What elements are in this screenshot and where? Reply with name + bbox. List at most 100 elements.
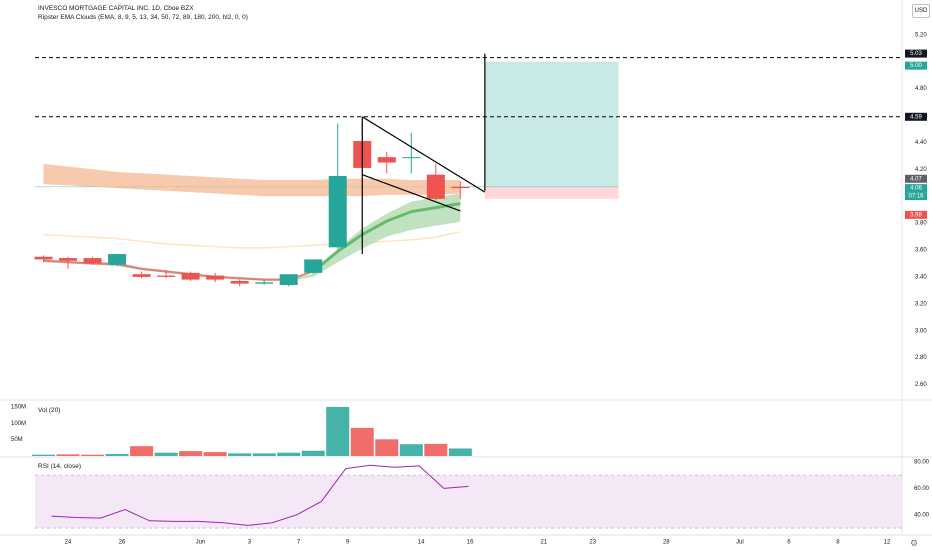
rsi-axis-tick: 40.00: [914, 512, 930, 518]
volume-axis-tick: 100M: [11, 421, 26, 427]
rsi-line: [51, 464, 469, 526]
volume-bar: [154, 452, 178, 456]
price-label: 4.06: [905, 184, 927, 193]
candle-body: [304, 259, 323, 273]
time-axis-tick: 9: [346, 540, 350, 546]
price-label: 5.03: [905, 49, 927, 58]
time-axis-tick: Jul: [736, 540, 744, 546]
currency-badge[interactable]: USD: [912, 4, 930, 18]
rsi-axis-tick: 60.00: [914, 486, 930, 492]
volume-bar: [203, 452, 227, 456]
volume-bar: [56, 454, 80, 456]
ema-mid-cloud: [43, 231, 461, 249]
candle-body: [157, 275, 176, 277]
stop-zone: [484, 186, 619, 199]
price-label-bg: [905, 61, 927, 70]
volume-bar: [81, 454, 105, 456]
rsi-indicator-label[interactable]: RSI (14, close): [38, 463, 81, 470]
time-axis-tick: 21: [540, 540, 547, 546]
price-label-bg: [905, 210, 927, 219]
volume-bar: [228, 453, 252, 456]
price-axis-tick: 2.60: [915, 382, 927, 388]
candle-body: [451, 186, 470, 189]
volume-bar: [424, 443, 448, 456]
price-axis-tick: 4.20: [915, 167, 927, 173]
ema-fast-cloud: [43, 193, 461, 281]
candle-body: [230, 280, 249, 284]
ema-fast-line-rising: [312, 202, 461, 273]
candle-body: [279, 274, 298, 285]
price-axis-tick: 4.80: [915, 86, 927, 92]
target-zone: [484, 61, 619, 187]
price-axis-tick: 3.00: [915, 328, 927, 334]
volume-indicator-label[interactable]: Vol (20): [38, 407, 61, 414]
wedge-upper-trendline: [361, 116, 486, 193]
candle-body: [255, 282, 274, 284]
candle-body: [83, 258, 102, 264]
price-axis-tick: 3.20: [915, 301, 927, 307]
price-label-bg: [905, 192, 927, 201]
price-axis-tick: 3.40: [915, 274, 927, 280]
price-label: 5.00: [905, 61, 927, 70]
time-axis-tick: 6: [787, 540, 791, 546]
symbol-title[interactable]: INVESCO MORTGAGE CAPITAL INC, 1D, Cboe B…: [38, 5, 194, 12]
candle-body: [426, 174, 445, 199]
rsi-band: [35, 475, 902, 529]
candle-body: [59, 258, 78, 261]
volume-bar: [399, 444, 423, 456]
price-label: 4.07: [905, 174, 927, 183]
price-label-text: 3.98: [910, 212, 922, 218]
volume-bar: [277, 452, 301, 456]
ema-slow-cloud: [43, 163, 461, 197]
price-label-text: 4.07: [910, 176, 922, 182]
candle-body: [34, 256, 53, 260]
price-label-text: 5.00: [910, 63, 922, 69]
time-axis-tick: 7: [297, 540, 301, 546]
price-label: 4.59: [905, 112, 927, 121]
price-label-bg: [905, 174, 927, 183]
price-label-text: 07:16: [908, 194, 924, 200]
time-axis-tick: 23: [589, 540, 596, 546]
volume-bar: [130, 446, 154, 456]
price-label-bg: [905, 184, 927, 193]
volume-bar: [448, 448, 472, 456]
rsi-axis-tick: 80.00: [914, 460, 930, 466]
price-label: 3.98: [905, 210, 927, 219]
price-label-text: 4.06: [910, 186, 922, 192]
price-axis-tick: 4.40: [915, 140, 927, 146]
price-label-bg: [905, 49, 927, 58]
wedge-lower-trendline: [362, 174, 461, 212]
candle-body: [108, 254, 127, 265]
candle-body: [206, 275, 225, 280]
candle-body: [377, 157, 396, 163]
time-axis-tick: 26: [119, 540, 126, 546]
volume-bar: [105, 454, 129, 456]
time-axis-tick: Jun: [196, 540, 206, 546]
time-axis-tick: 8: [836, 540, 840, 546]
volume-bar: [32, 454, 55, 456]
price-label: 07:16: [905, 192, 927, 201]
volume-axis-tick: 150M: [11, 404, 26, 410]
candle-body: [181, 272, 200, 280]
candle-body: [132, 274, 151, 277]
time-axis-tick: 14: [418, 540, 425, 546]
price-axis-tick: 5.20: [915, 32, 927, 38]
volume-bar: [179, 451, 203, 456]
volume-bar: [326, 406, 350, 456]
candle-body: [402, 157, 421, 159]
time-axis-tick: 24: [65, 540, 72, 546]
time-axis-tick: 16: [467, 540, 474, 546]
volume-bar: [350, 427, 374, 456]
gear-icon[interactable]: ⚙: [910, 538, 919, 548]
price-axis-tick: 3.80: [915, 221, 927, 227]
time-axis-tick: 28: [663, 540, 670, 546]
price-label-bg: [905, 112, 927, 121]
indicator-legend[interactable]: Ripster EMA Clouds (EMA, 8, 9, 5, 13, 34…: [38, 14, 248, 21]
volume-bar: [301, 450, 325, 456]
price-label-text: 4.59: [910, 114, 922, 120]
candle-body: [328, 176, 347, 248]
time-axis-tick: 3: [248, 540, 252, 546]
volume-bar: [375, 439, 399, 456]
